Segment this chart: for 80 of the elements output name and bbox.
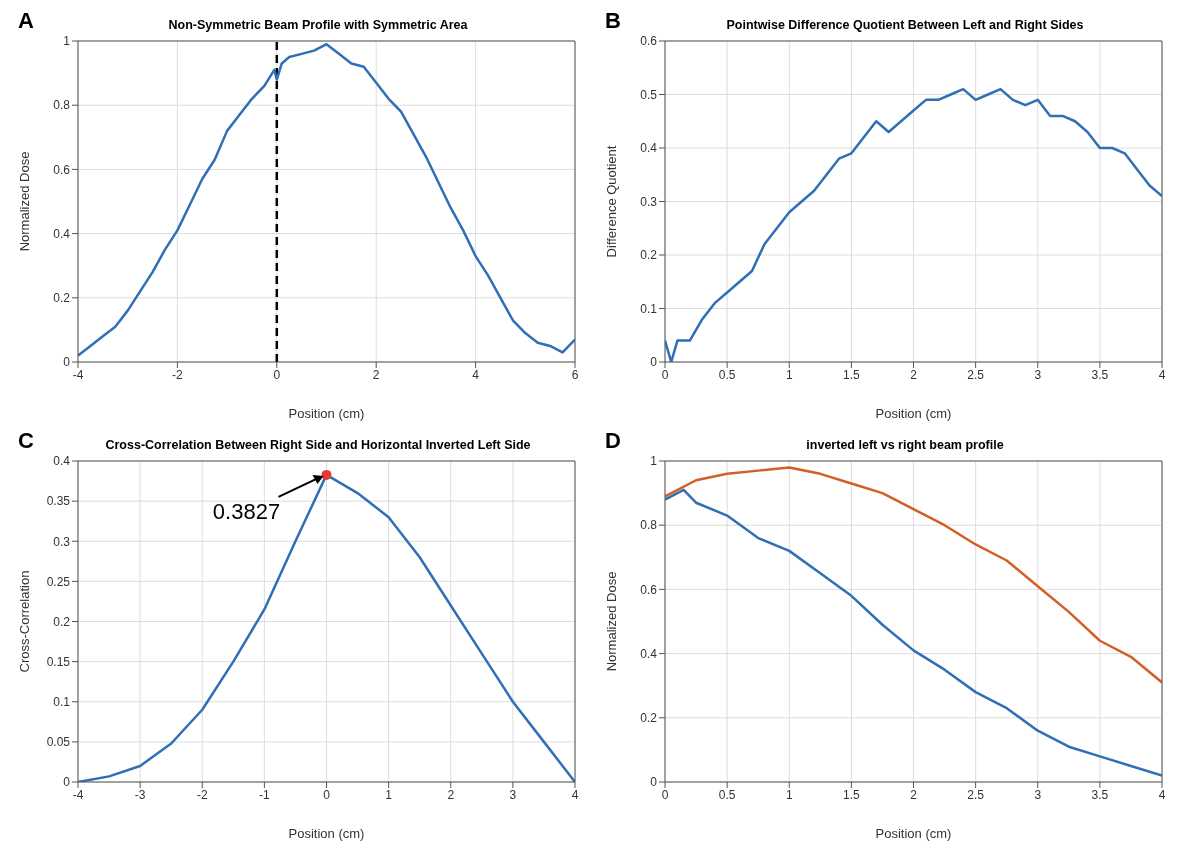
text: A [18,8,34,34]
y-tick-label: 0.4 [640,141,658,156]
y-tick-label: 0.5 [640,87,658,102]
x-axis-title: Position (cm) [875,826,952,841]
y-tick-label: 0.15 [46,654,71,669]
x-tick-label: 4 [1158,367,1166,382]
y-tick-label: 1 [63,34,71,49]
y-axis-title: Normalized Dose [16,151,32,252]
y-axis-title: Normalized Dose [603,571,619,672]
y-tick-label: 0.2 [53,291,71,306]
x-tick-label: 3.5 [1091,367,1109,382]
x-tick-label: 0 [661,787,669,802]
chart-title: Non-Symmetric Beam Profile with Symmetric Area [167,18,469,32]
x-tick-label: 0 [323,787,331,802]
x-tick-label: 1.5 [843,787,861,802]
x-tick-label: -3 [134,787,146,802]
x-tick-label: 1 [785,367,793,382]
x-tick-label: 2.5 [967,787,985,802]
x-axis-title: Position (cm) [288,826,365,841]
x-tick-label: 3 [1034,787,1042,802]
y-tick-label: 0.4 [640,646,658,661]
y-tick-label: 0.3 [640,194,658,209]
x-axis-title: Position (cm) [288,406,365,421]
y-tick-label: 0.4 [53,226,71,241]
y-tick-label: 0.4 [53,454,71,469]
text: D [605,428,621,454]
y-tick-label: 0.1 [53,695,71,710]
line-series [665,466,1162,684]
y-axis-title: Difference Quotient [603,145,619,258]
x-tick-label: 1 [785,787,793,802]
x-tick-label: 1.5 [843,367,861,382]
y-tick-label: 0.2 [640,711,658,726]
x-tick-label: 6 [571,367,579,382]
y-tick-label: 0.1 [640,301,658,316]
y-tick-label: 0.8 [640,518,658,533]
x-tick-label: 2 [910,367,918,382]
x-tick-label: 0 [273,367,281,382]
y-tick-label: 0 [63,355,71,370]
chart-title: Pointwise Difference Quotient Between Left and Right Sides [725,18,1085,32]
y-tick-label: 0 [63,775,71,790]
x-tick-label: 3 [1034,367,1042,382]
y-tick-label: 0.6 [640,582,658,597]
x-tick-label: 0.5 [718,367,736,382]
y-tick-label: 0.6 [640,34,658,49]
y-tick-label: 1 [650,454,658,469]
x-tick-label: -2 [196,787,208,802]
line-series [665,488,1162,777]
y-tick-label: 0.05 [46,735,71,750]
x-tick-label: 4 [1158,787,1166,802]
text: C [18,428,34,454]
y-tick-label: 0 [650,355,658,370]
x-tick-label: 0.5 [718,787,736,802]
x-tick-label: 0 [661,367,669,382]
x-tick-label: -1 [259,787,271,802]
x-tick-label: 3.5 [1091,787,1109,802]
y-tick-label: 0.2 [53,614,71,629]
y-axis-title: Cross-Correlation [16,570,32,673]
x-tick-label: 2 [372,367,380,382]
x-tick-label: -4 [72,787,84,802]
x-tick-label: -2 [172,367,184,382]
x-tick-label: -4 [72,367,84,382]
chart-title: Cross-Correlation Between Right Side and Horizontal Inverted Left Side [104,438,532,452]
y-tick-label: 0.25 [46,574,71,589]
x-axis-title: Position (cm) [875,406,952,421]
annotation: 0.3827 [212,498,281,524]
y-tick-label: 0.8 [53,98,71,113]
x-tick-label: 2 [447,787,455,802]
text: B [605,8,621,34]
x-tick-label: 3 [509,787,517,802]
y-tick-label: 0.2 [640,248,658,263]
y-tick-label: 0 [650,775,658,790]
x-tick-label: 4 [472,367,480,382]
y-tick-label: 0.3 [53,534,71,549]
chart-title: inverted left vs right beam profile [805,438,1005,452]
x-tick-label: 2 [910,787,918,802]
x-tick-label: 4 [571,787,579,802]
y-tick-label: 0.35 [46,494,71,509]
x-tick-label: 2.5 [967,367,985,382]
x-tick-label: 1 [385,787,393,802]
y-tick-label: 0.6 [53,162,71,177]
